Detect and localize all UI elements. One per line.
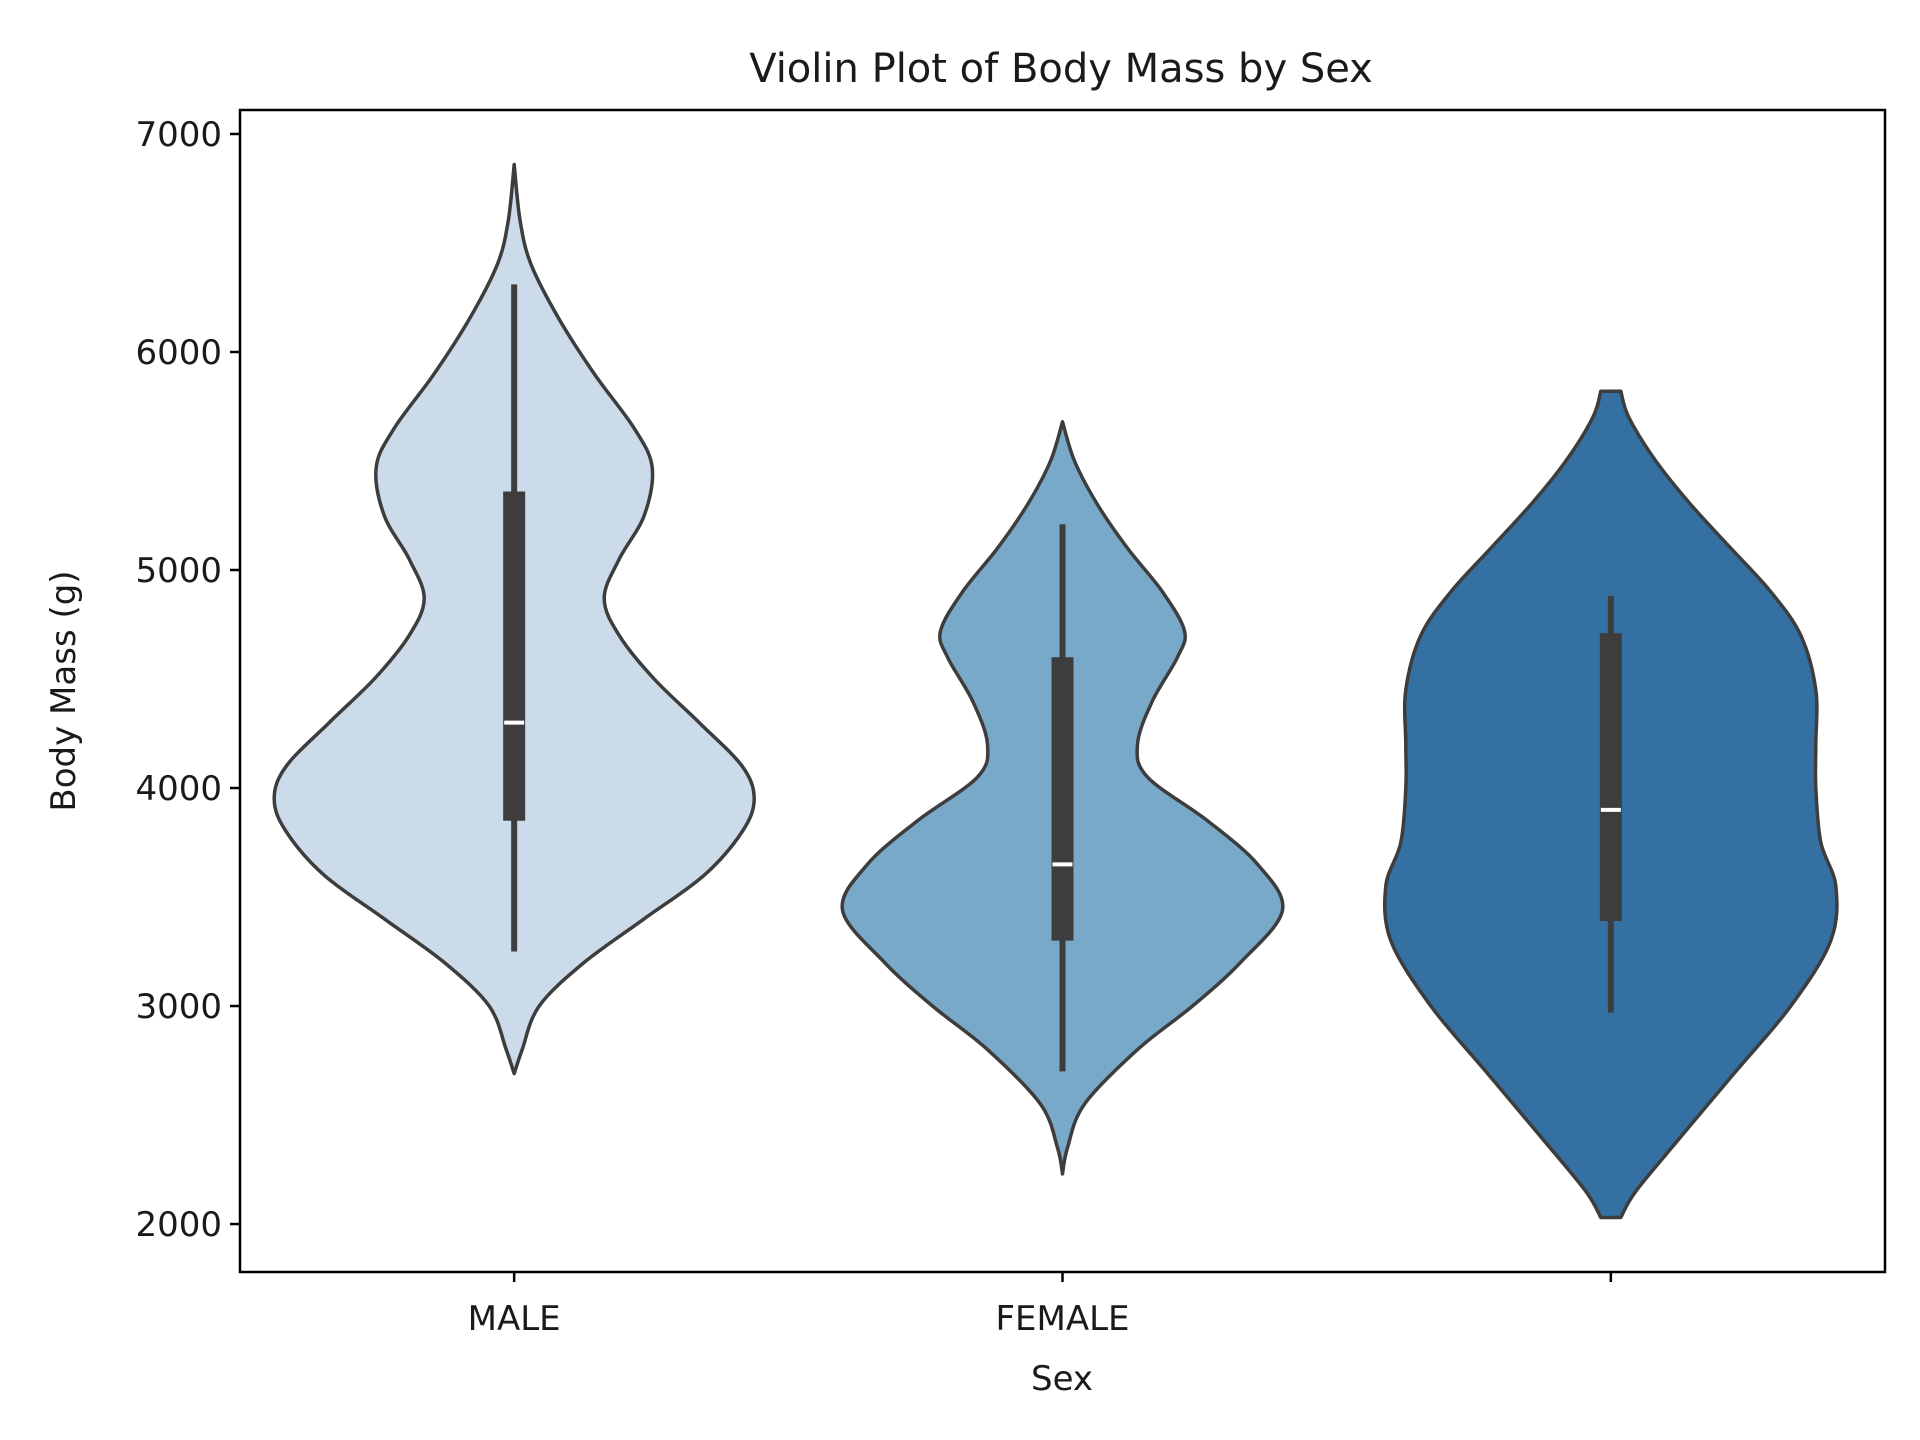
y-tick-label: 7000: [135, 115, 222, 155]
y-tick-label: 6000: [135, 333, 222, 373]
x-tick-label: FEMALE: [995, 1299, 1129, 1339]
iqr-box-male: [503, 491, 526, 821]
y-tick-label: 5000: [135, 551, 222, 591]
x-tick-label: MALE: [468, 1299, 561, 1339]
chart-title: Violin Plot of Body Mass by Sex: [749, 46, 1373, 92]
x-axis: MALE FEMALE: [468, 1272, 1613, 1339]
y-tick-label: 2000: [135, 1205, 222, 1245]
x-axis-label: Sex: [1031, 1359, 1093, 1399]
iqr-box-female: [1051, 657, 1074, 941]
y-tick-label: 4000: [135, 769, 222, 809]
y-tick-label: 3000: [135, 987, 222, 1027]
y-axis-label: Body Mass (g): [44, 570, 84, 811]
violin-layer: [272, 162, 1839, 1220]
y-axis: 2000 3000 4000 5000 6000 7000: [135, 115, 240, 1245]
iqr-box-group-3: [1599, 633, 1622, 922]
